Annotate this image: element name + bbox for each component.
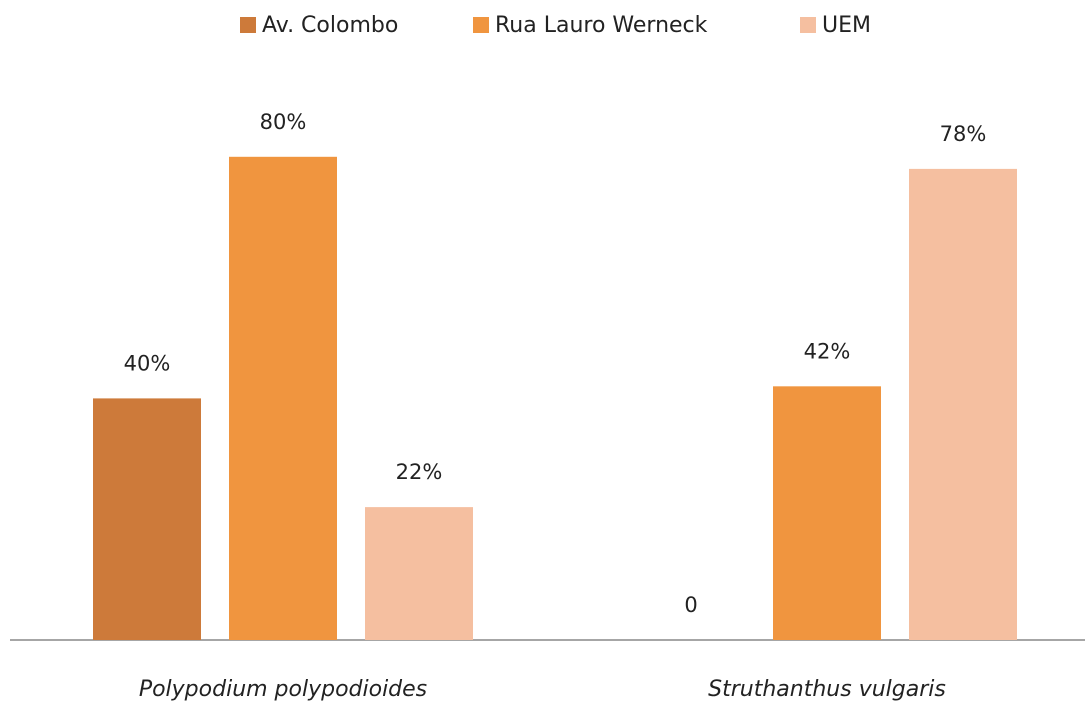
legend-swatch (240, 17, 256, 33)
x-tick-label: Struthanthus vulgaris (708, 677, 946, 702)
data-label: 42% (804, 339, 851, 363)
data-label: 40% (124, 351, 171, 375)
data-label: 0 (684, 593, 697, 617)
bar (773, 386, 881, 640)
data-label: 80% (260, 110, 307, 134)
x-tick-label: Polypodium polypodioides (139, 677, 427, 702)
legend-swatch (800, 17, 816, 33)
legend-label: UEM (822, 13, 871, 38)
bar (93, 398, 201, 640)
bar (365, 507, 473, 640)
legend-label: Rua Lauro Werneck (495, 13, 708, 38)
data-label: 78% (940, 122, 987, 146)
legend-swatch (473, 17, 489, 33)
legend-label: Av. Colombo (262, 13, 398, 38)
bar (909, 168, 1017, 640)
bar (229, 156, 337, 641)
data-label: 22% (396, 460, 443, 484)
